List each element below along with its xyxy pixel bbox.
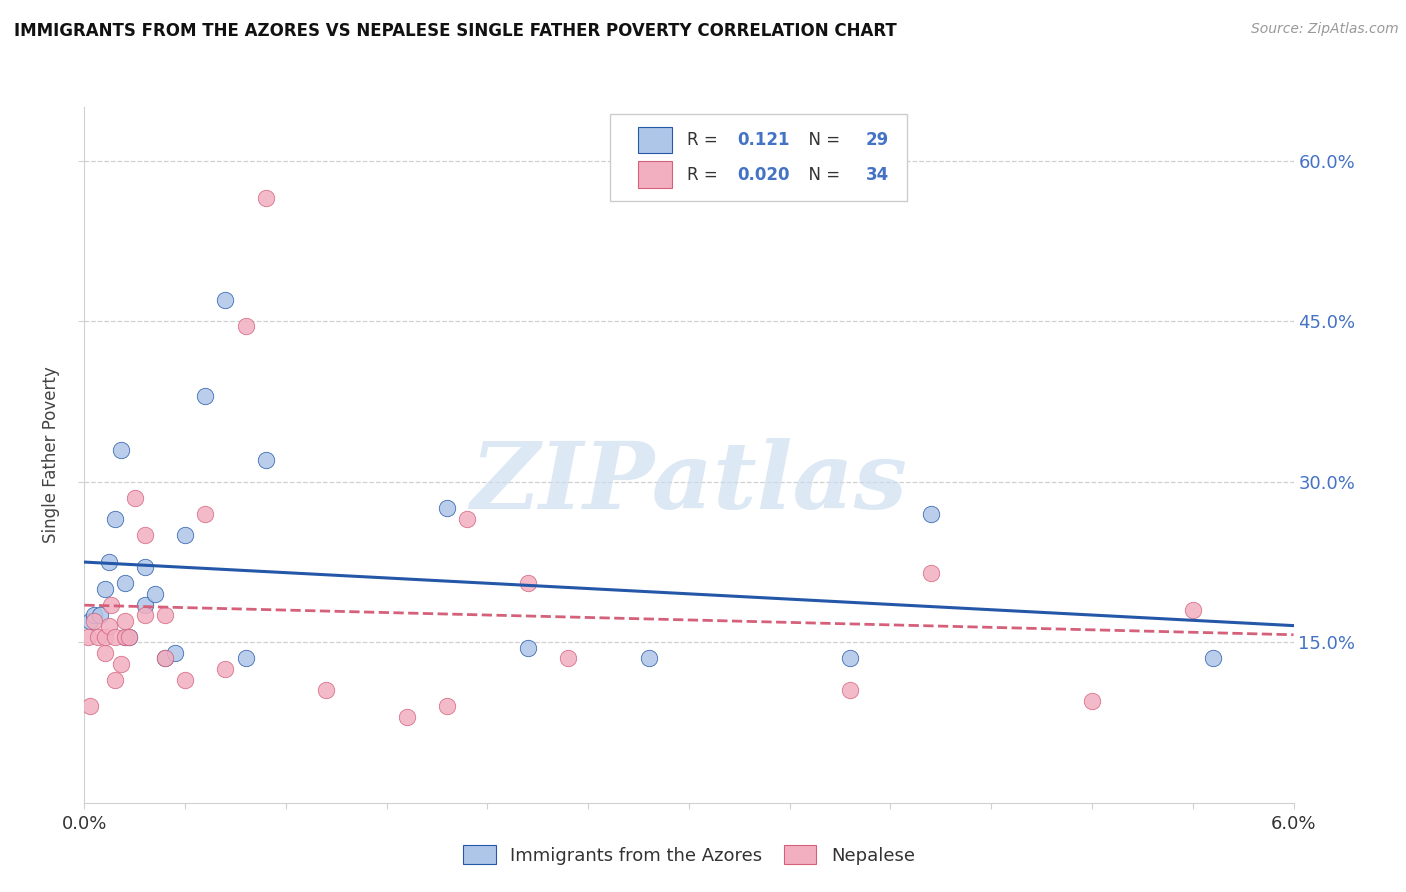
Point bbox=[97, 619, 120, 633]
Text: 34: 34 bbox=[866, 166, 889, 184]
Y-axis label: Single Father Poverty: Single Father Poverty bbox=[42, 367, 60, 543]
Point bbox=[110, 442, 132, 457]
Point bbox=[174, 528, 197, 542]
Point bbox=[143, 587, 166, 601]
Point bbox=[79, 614, 101, 628]
Point bbox=[100, 598, 122, 612]
Text: ZIPatlas: ZIPatlas bbox=[471, 438, 907, 528]
Point bbox=[254, 191, 277, 205]
Point bbox=[114, 576, 136, 591]
Point bbox=[87, 630, 110, 644]
Point bbox=[153, 651, 176, 665]
Point bbox=[839, 651, 862, 665]
Point bbox=[114, 630, 136, 644]
Point bbox=[194, 507, 217, 521]
Point bbox=[134, 560, 156, 574]
Point bbox=[104, 630, 127, 644]
FancyBboxPatch shape bbox=[638, 127, 672, 153]
Point bbox=[134, 608, 156, 623]
Point bbox=[110, 657, 132, 671]
Legend: Immigrants from the Azores, Nepalese: Immigrants from the Azores, Nepalese bbox=[454, 837, 924, 874]
Point bbox=[436, 699, 458, 714]
Text: 0.020: 0.020 bbox=[737, 166, 790, 184]
FancyBboxPatch shape bbox=[638, 161, 672, 187]
Point bbox=[839, 683, 862, 698]
Point bbox=[235, 651, 257, 665]
Point bbox=[456, 512, 478, 526]
Text: R =: R = bbox=[686, 166, 723, 184]
Point bbox=[118, 630, 141, 644]
Point bbox=[83, 608, 105, 623]
Point bbox=[436, 501, 458, 516]
Point bbox=[134, 598, 156, 612]
Point bbox=[315, 683, 337, 698]
Point bbox=[153, 651, 176, 665]
Point bbox=[165, 646, 187, 660]
Text: N =: N = bbox=[797, 166, 845, 184]
Point bbox=[1181, 603, 1204, 617]
Point bbox=[104, 512, 127, 526]
Text: 29: 29 bbox=[866, 131, 889, 149]
Point bbox=[93, 582, 115, 596]
Point bbox=[93, 630, 115, 644]
Point bbox=[89, 608, 111, 623]
FancyBboxPatch shape bbox=[610, 114, 907, 201]
Point bbox=[93, 646, 115, 660]
Point bbox=[153, 608, 176, 623]
Point bbox=[114, 614, 136, 628]
Point bbox=[124, 491, 146, 505]
Point bbox=[104, 673, 127, 687]
Point bbox=[920, 566, 942, 580]
Point bbox=[174, 673, 197, 687]
Point bbox=[97, 555, 120, 569]
Point bbox=[1081, 694, 1104, 708]
Point bbox=[214, 662, 236, 676]
Point bbox=[134, 528, 156, 542]
Point bbox=[79, 699, 101, 714]
Text: N =: N = bbox=[797, 131, 845, 149]
Point bbox=[557, 651, 579, 665]
Point bbox=[254, 453, 277, 467]
Point bbox=[516, 640, 538, 655]
Text: 0.121: 0.121 bbox=[737, 131, 790, 149]
Point bbox=[235, 319, 257, 334]
Text: Source: ZipAtlas.com: Source: ZipAtlas.com bbox=[1251, 22, 1399, 37]
Point bbox=[920, 507, 942, 521]
Point bbox=[214, 293, 236, 307]
Text: IMMIGRANTS FROM THE AZORES VS NEPALESE SINGLE FATHER POVERTY CORRELATION CHART: IMMIGRANTS FROM THE AZORES VS NEPALESE S… bbox=[14, 22, 897, 40]
Text: R =: R = bbox=[686, 131, 728, 149]
Point bbox=[637, 651, 659, 665]
Point bbox=[83, 614, 105, 628]
Point bbox=[395, 710, 418, 724]
Point bbox=[1202, 651, 1225, 665]
Point bbox=[77, 630, 100, 644]
Point bbox=[114, 630, 136, 644]
Point bbox=[516, 576, 538, 591]
Point bbox=[118, 630, 141, 644]
Point bbox=[194, 389, 217, 403]
